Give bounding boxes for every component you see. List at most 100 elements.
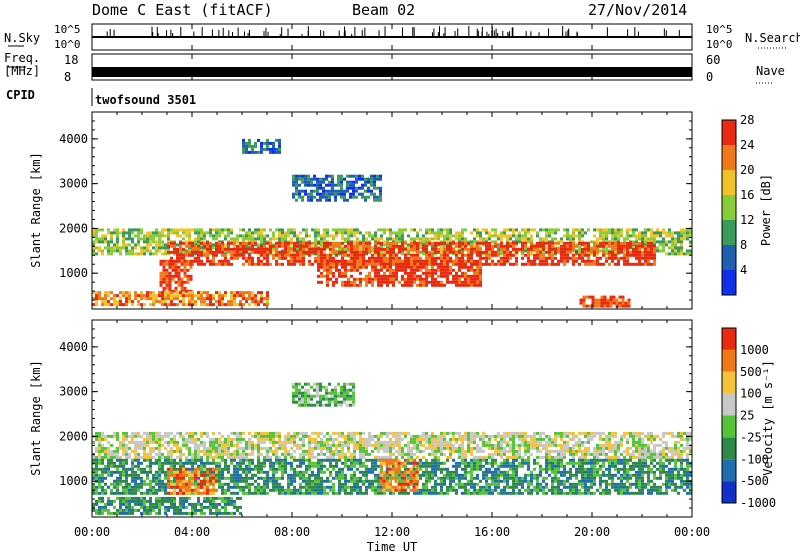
heatmap-cell — [389, 250, 392, 254]
heatmap-cell — [626, 262, 629, 266]
heatmap-cell — [608, 228, 611, 232]
heatmap-cell — [626, 253, 629, 257]
heatmap-cell — [608, 253, 611, 257]
heatmap-cell — [470, 268, 473, 272]
heatmap-cell — [659, 234, 662, 238]
heatmap-cell — [464, 241, 467, 245]
heatmap-cell — [422, 237, 425, 241]
heatmap-cell — [218, 259, 221, 263]
heatmap-cell — [107, 452, 110, 456]
heatmap-cell — [665, 231, 668, 235]
heatmap-cell — [320, 237, 323, 241]
heatmap-cell — [125, 473, 128, 477]
heatmap-cell — [209, 443, 212, 447]
heatmap-cell — [521, 250, 524, 254]
heatmap-cell — [563, 228, 566, 232]
heatmap-cell — [107, 470, 110, 474]
heatmap-cell — [422, 262, 425, 266]
heatmap-cell — [113, 434, 116, 438]
heatmap-cell — [227, 452, 230, 456]
heatmap-cell — [389, 277, 392, 281]
heatmap-cell — [629, 241, 632, 245]
heatmap-cell — [683, 228, 686, 232]
heatmap-cell — [650, 247, 653, 251]
heatmap-cell — [266, 303, 269, 307]
heatmap-cell — [162, 274, 166, 278]
heatmap-cell — [422, 434, 425, 438]
heatmap-cell — [122, 485, 125, 489]
heatmap-cell — [443, 234, 446, 238]
heatmap-cell — [626, 446, 629, 450]
heatmap-cell — [653, 253, 656, 257]
heatmap-cell — [323, 265, 326, 269]
heatmap-cell — [539, 443, 542, 447]
heatmap-cell — [341, 283, 344, 287]
heatmap-cell — [407, 262, 410, 266]
heatmap-cell — [596, 252, 599, 256]
heatmap-cell — [584, 244, 587, 248]
heatmap-cell — [413, 280, 416, 284]
heatmap-cell — [107, 300, 110, 304]
heatmap-cell — [203, 262, 206, 266]
heatmap-cell — [293, 443, 296, 447]
heatmap-cell — [545, 446, 548, 450]
heatmap-cell — [587, 431, 590, 435]
heatmap-cell — [332, 283, 335, 287]
heatmap-cell — [449, 265, 452, 269]
heatmap-cell — [392, 241, 395, 245]
heatmap-cell — [500, 446, 503, 450]
heatmap-cell — [668, 431, 671, 435]
heatmap-cell — [506, 443, 509, 447]
heatmap-cell — [572, 455, 575, 459]
heatmap-cell — [254, 300, 257, 304]
heatmap-cell — [614, 443, 617, 447]
heatmap-cell — [452, 234, 455, 238]
heatmap-cell — [379, 177, 382, 181]
heatmap-cell — [320, 265, 323, 269]
heatmap-cell — [125, 249, 128, 253]
heatmap-cell — [332, 455, 335, 459]
heatmap-cell — [227, 303, 230, 307]
heatmap-cell — [605, 228, 608, 232]
heatmap-cell — [569, 452, 572, 456]
heatmap-cell — [482, 252, 485, 256]
heatmap-cell — [440, 434, 443, 438]
heatmap-cell — [605, 259, 608, 263]
heatmap-cell — [242, 144, 245, 148]
heatmap-cell — [290, 256, 293, 260]
heatmap-cell — [278, 234, 281, 238]
heatmap-cell — [320, 449, 323, 453]
heatmap-cell — [488, 256, 491, 260]
heatmap-cell — [311, 252, 314, 256]
heatmap-cell — [437, 241, 440, 245]
heatmap-cell — [263, 244, 266, 248]
heatmap-cell — [131, 431, 134, 435]
heatmap-cell — [176, 256, 179, 260]
heatmap-cell — [191, 452, 194, 456]
heatmap-cell — [245, 452, 248, 456]
heatmap-cell — [104, 291, 107, 295]
heatmap-cell — [284, 231, 287, 235]
heatmap-cell — [203, 249, 206, 253]
heatmap-cell — [278, 244, 281, 248]
heatmap-cell — [539, 455, 542, 459]
heatmap-cell — [578, 449, 581, 453]
heatmap-cell — [527, 434, 530, 438]
heatmap-cell — [161, 485, 164, 489]
heatmap-cell — [392, 256, 395, 260]
heatmap-cell — [266, 434, 269, 438]
heatmap-cell — [386, 283, 389, 287]
heatmap-cell — [322, 177, 325, 181]
heatmap-cell — [149, 294, 152, 298]
heatmap-cell — [551, 443, 554, 447]
heatmap-cell — [506, 253, 509, 257]
heatmap-cell — [239, 303, 242, 307]
heatmap-cell — [615, 301, 619, 305]
heatmap-cell — [464, 253, 467, 257]
heatmap-cell — [335, 446, 338, 450]
heatmap-cell — [185, 443, 188, 447]
heatmap-cell — [620, 256, 623, 260]
heatmap-cell — [353, 259, 356, 263]
heatmap-cell — [284, 452, 287, 456]
heatmap-cell — [209, 300, 212, 304]
